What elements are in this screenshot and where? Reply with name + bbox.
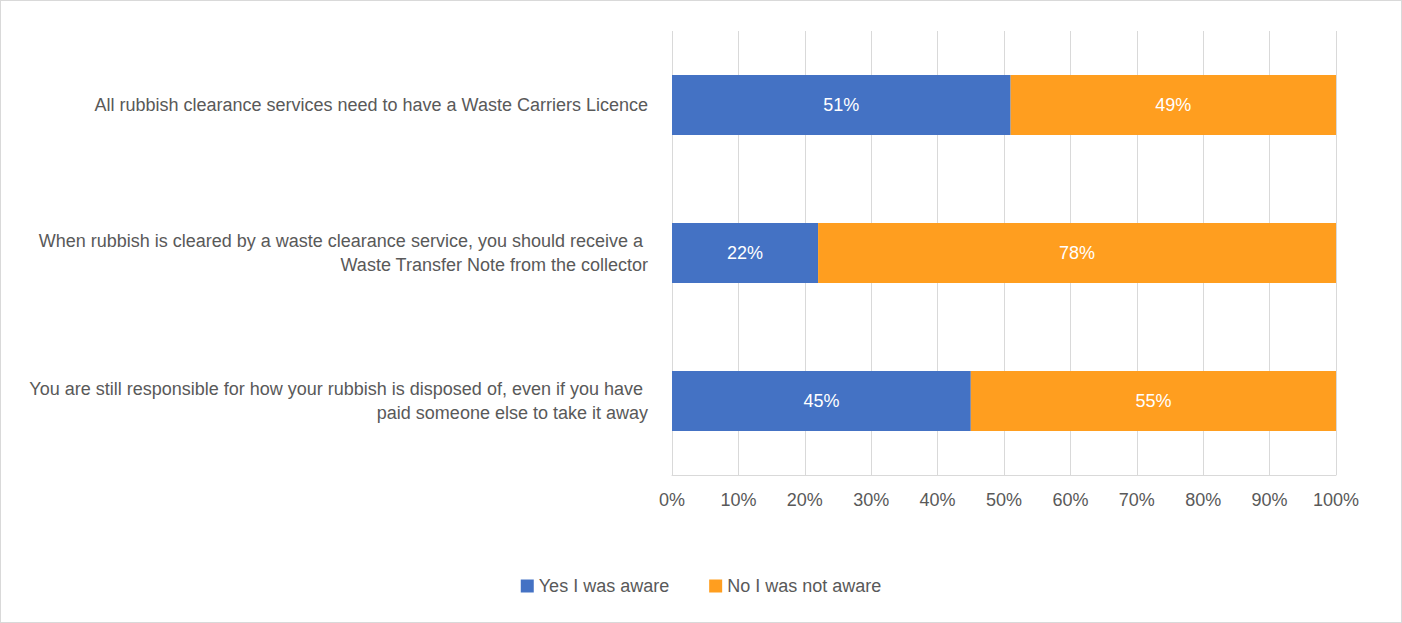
svg-text:0%: 0% xyxy=(659,490,685,510)
svg-text:100%: 100% xyxy=(1313,490,1359,510)
svg-text:60%: 60% xyxy=(1052,490,1088,510)
svg-text:55%: 55% xyxy=(1135,391,1171,411)
svg-text:22%: 22% xyxy=(727,243,763,263)
svg-text:78%: 78% xyxy=(1059,243,1095,263)
svg-text:51%: 51% xyxy=(823,95,859,115)
svg-text:45%: 45% xyxy=(803,391,839,411)
svg-text:70%: 70% xyxy=(1119,490,1155,510)
svg-text:49%: 49% xyxy=(1155,95,1191,115)
svg-text:When rubbish is cleared by a w: When rubbish is cleared by a waste clear… xyxy=(39,231,648,251)
svg-text:80%: 80% xyxy=(1185,490,1221,510)
svg-text:30%: 30% xyxy=(853,490,889,510)
svg-text:You are still responsible for: You are still responsible for how your r… xyxy=(29,379,648,399)
svg-text:Waste Transfer Note from the c: Waste Transfer Note from the collector xyxy=(341,255,648,275)
svg-text:40%: 40% xyxy=(920,490,956,510)
svg-text:20%: 20% xyxy=(787,490,823,510)
svg-text:10%: 10% xyxy=(720,490,756,510)
svg-text:Yes I was aware: Yes I was aware xyxy=(539,576,669,596)
svg-text:50%: 50% xyxy=(986,490,1022,510)
svg-text:No I was not aware: No I was not aware xyxy=(727,576,881,596)
svg-text:All rubbish clearance services: All rubbish clearance services need to h… xyxy=(94,95,648,115)
svg-text:paid someone else to take it a: paid someone else to take it away xyxy=(377,403,648,423)
svg-text:90%: 90% xyxy=(1252,490,1288,510)
